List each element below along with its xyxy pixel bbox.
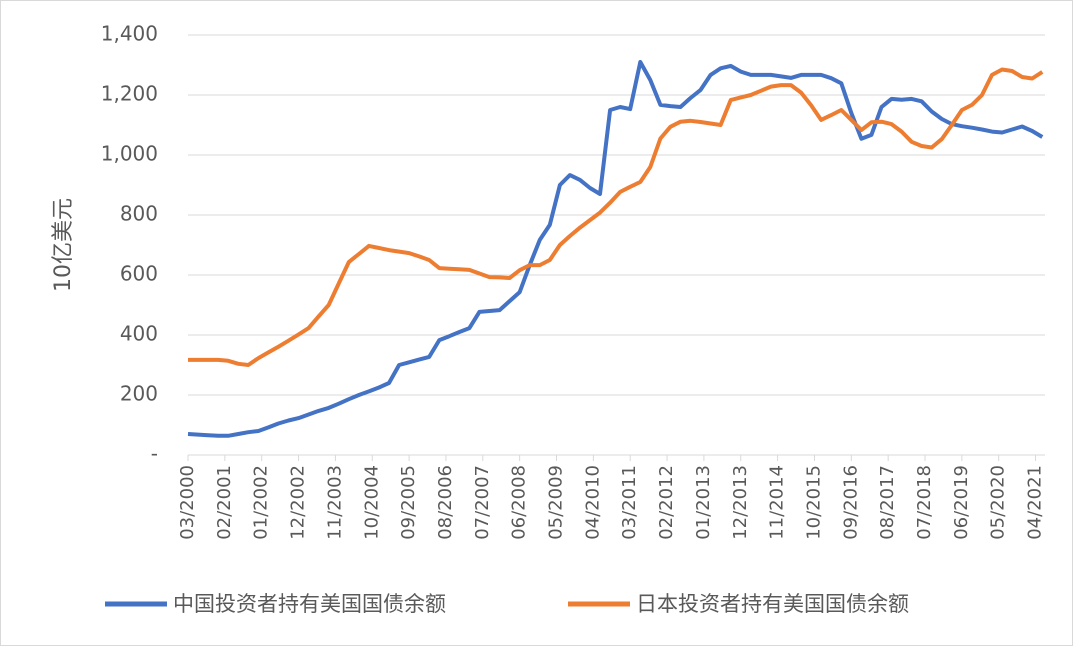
x-tick-label: 09/2016 [840,465,861,540]
y-tick-label: 1,000 [101,142,158,166]
x-tick-label: 09/2005 [398,465,419,540]
x-tick-label: 02/2012 [656,465,677,540]
x-tick-label: 04/2021 [1025,465,1046,540]
x-tick-label: 08/2017 [877,465,898,540]
x-tick-label: 07/2007 [472,465,493,540]
x-tick-label: 06/2019 [951,465,972,540]
x-tick-label: 03/2000 [177,465,198,540]
y-tick-label: 1,200 [101,82,158,106]
x-tick-label: 12/2013 [730,465,751,540]
x-tick-label: 08/2006 [435,465,456,540]
series-line [187,60,1044,438]
y-axis-label: 10亿美元 [51,198,76,292]
x-tick-label: 10/2015 [803,465,824,540]
x-tick-label: 06/2008 [509,465,530,540]
legend-label: 中国投资者持有美国国债余额 [173,592,446,616]
x-tick-label: 11/2003 [324,465,345,540]
y-tick-label: 800 [120,202,158,226]
x-tick-label: 07/2018 [914,465,935,540]
y-tick-label: 400 [120,322,158,346]
x-tick-label: 01/2002 [251,465,272,540]
y-tick-label: 200 [120,382,158,406]
x-tick-label: 03/2011 [619,465,640,540]
y-tick-label: 1,400 [101,22,158,46]
x-tick-label: 01/2013 [693,465,714,540]
x-tick-label: 10/2004 [361,465,382,540]
x-tick-label: 11/2014 [767,465,788,540]
series-line [188,67,1044,367]
x-tick-label: 05/2020 [988,465,1009,540]
y-tick-label: 600 [120,262,158,286]
x-tick-label: 12/2002 [288,465,309,540]
legend-label: 日本投资者持有美国国债余额 [636,592,909,616]
x-tick-label: 02/2001 [214,465,235,540]
y-tick-label: - [151,442,158,466]
x-tick-label: 05/2009 [546,465,567,540]
x-tick-label: 04/2010 [582,465,603,540]
